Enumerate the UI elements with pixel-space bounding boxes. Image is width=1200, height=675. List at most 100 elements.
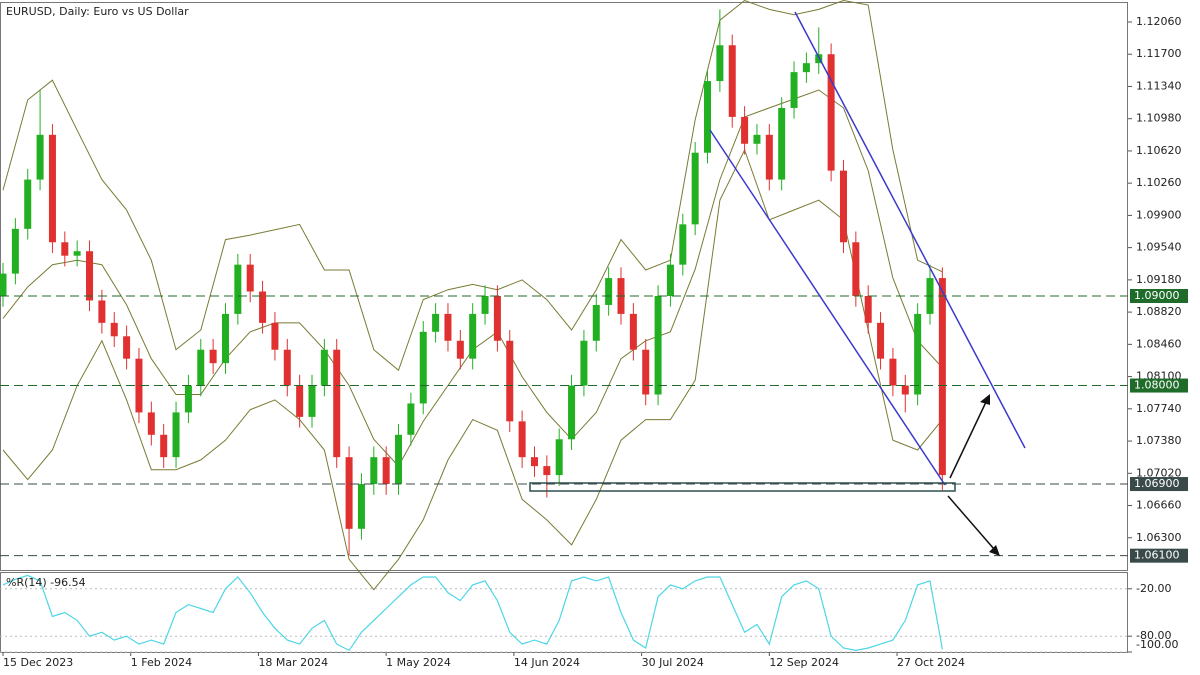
- candle-body: [704, 81, 712, 153]
- candle-body: [395, 434, 403, 485]
- candle-body: [852, 242, 860, 296]
- candle-body: [555, 439, 563, 476]
- candle-body: [197, 349, 205, 386]
- y-tick-label: 1.10980: [1136, 112, 1182, 125]
- candle-body: [654, 295, 662, 395]
- candle-body: [0, 273, 7, 296]
- candle-body: [184, 385, 192, 413]
- x-tick-label: 30 Jul 2024: [642, 656, 704, 669]
- candle-body: [98, 300, 106, 323]
- candle-body: [629, 313, 637, 350]
- candle-body: [308, 385, 316, 417]
- level-label: 1.06100: [1134, 549, 1180, 562]
- y-tick-label: 1.07740: [1136, 402, 1182, 415]
- candle-body: [357, 484, 365, 529]
- level-label-box: [1130, 378, 1188, 393]
- candle-body: [234, 264, 242, 314]
- candle-body: [877, 322, 885, 359]
- candle-body: [283, 349, 291, 386]
- chart-title: EURUSD, Daily: Euro vs US Dollar: [6, 5, 189, 18]
- candle-body: [469, 313, 477, 359]
- candle-body: [753, 134, 761, 144]
- candle-body: [296, 385, 304, 417]
- indicator-pane-frame: [0, 572, 1128, 653]
- candle-body: [160, 434, 168, 458]
- candle-body: [679, 224, 687, 265]
- candle-body: [407, 403, 415, 435]
- candle-body: [135, 358, 143, 413]
- candle-body: [36, 134, 44, 180]
- y-tick-label: 1.08820: [1136, 305, 1182, 318]
- candle-body: [802, 63, 810, 73]
- candle-body: [642, 349, 650, 395]
- candle-body: [333, 349, 341, 458]
- candle-body: [209, 349, 217, 364]
- level-label: 1.06900: [1134, 477, 1180, 490]
- band-upper: [2, 0, 943, 372]
- candle-body: [716, 45, 724, 82]
- candle-body: [61, 242, 69, 256]
- x-tick-label: 18 Mar 2024: [258, 656, 328, 669]
- drawings: [529, 11, 1026, 556]
- indicator-title: %R(14) -96.54: [6, 576, 86, 589]
- candle-body: [741, 116, 749, 144]
- candle-body: [889, 358, 897, 386]
- candle-body: [815, 54, 823, 64]
- candle-body: [246, 264, 254, 292]
- candle-body: [11, 228, 19, 274]
- candle-body: [444, 313, 452, 341]
- candle-body: [901, 385, 909, 395]
- y-tick-label: 1.06300: [1136, 531, 1182, 544]
- candle-body: [24, 179, 32, 229]
- candle-body: [592, 304, 600, 341]
- candle-body: [778, 107, 786, 180]
- level-label: 1.08000: [1134, 379, 1180, 392]
- y-tick-label: 1.07020: [1136, 466, 1182, 479]
- candle-body: [580, 340, 588, 386]
- candle-body: [48, 134, 56, 243]
- candle-body: [481, 295, 489, 314]
- candle-body: [123, 336, 131, 359]
- candle-body: [827, 54, 835, 171]
- candle-body: [370, 457, 378, 485]
- y-tick-label: 1.12060: [1136, 15, 1182, 28]
- x-tick-label: 12 Sep 2024: [769, 656, 839, 669]
- arrow-up: [949, 401, 987, 479]
- candle-body: [543, 466, 551, 476]
- y-tick-label: 1.09540: [1136, 241, 1182, 254]
- candle-body: [419, 331, 427, 404]
- candle-body: [568, 385, 576, 440]
- y-tick-label: -100.00: [1136, 638, 1178, 651]
- candle-body: [864, 295, 872, 323]
- candle-body: [147, 412, 155, 435]
- candle-body: [666, 264, 674, 296]
- candle-body: [605, 278, 613, 305]
- arrow-down: [947, 495, 995, 550]
- y-tick-label: 1.10620: [1136, 144, 1182, 157]
- x-tick-label: 27 Oct 2024: [897, 656, 965, 669]
- candle-body: [530, 457, 538, 467]
- x-tick-label: 15 Dec 2023: [3, 656, 73, 669]
- y-tick-label: 1.11700: [1136, 47, 1182, 60]
- candle-body: [345, 457, 353, 529]
- x-tick-label: 1 Feb 2024: [131, 656, 192, 669]
- candle-body: [259, 291, 267, 323]
- level-label-box: [1130, 477, 1188, 492]
- candle-body: [73, 251, 81, 256]
- candle-body: [518, 421, 526, 458]
- candle-body: [172, 412, 180, 458]
- channel-upper-line: [794, 11, 1026, 449]
- candle-body: [493, 295, 501, 341]
- candle-body: [110, 322, 118, 337]
- candle-body: [382, 457, 390, 485]
- candle-body: [86, 251, 94, 301]
- arrow-down-head: [989, 545, 1000, 556]
- support-zone: [529, 482, 956, 492]
- level-label-box: [1130, 288, 1188, 303]
- candle-body: [320, 349, 328, 386]
- candle-body: [839, 170, 847, 243]
